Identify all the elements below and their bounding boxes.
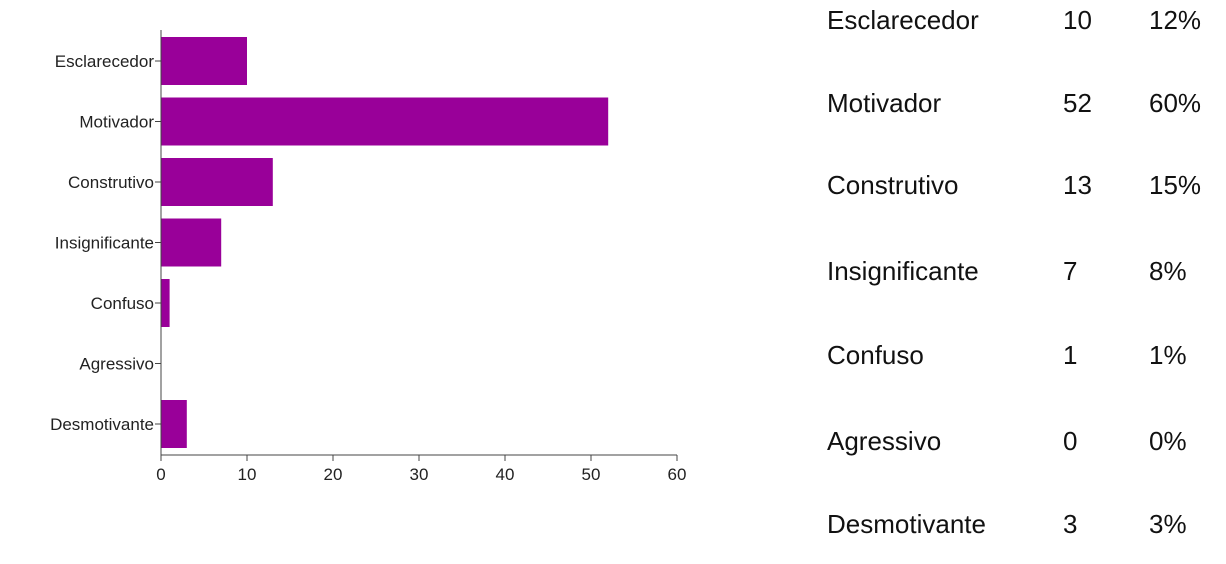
x-tick-label: 30: [410, 465, 429, 484]
bar: [161, 400, 187, 448]
category-label: Insignificante: [55, 234, 154, 253]
summary-count: 1: [1063, 335, 1077, 375]
summary-count: 13: [1063, 165, 1092, 205]
x-tick-label: 40: [496, 465, 515, 484]
bar: [161, 279, 170, 327]
bar: [161, 158, 273, 206]
x-tick-label: 0: [156, 465, 165, 484]
x-tick-label: 20: [324, 465, 343, 484]
summary-row: Desmotivante 3 3%: [827, 504, 1222, 544]
summary-label: Insignificante: [827, 251, 979, 291]
summary-row: Confuso 1 1%: [827, 335, 1222, 375]
summary-row: Insignificante 7 8%: [827, 251, 1222, 291]
category-label: Confuso: [91, 294, 154, 313]
bar: [161, 37, 247, 85]
summary-row: Construtivo 13 15%: [827, 165, 1222, 205]
summary-count: 3: [1063, 504, 1077, 544]
summary-count: 7: [1063, 251, 1077, 291]
category-label: Agressivo: [79, 355, 154, 374]
bars-layer: [161, 37, 608, 448]
x-tick-label: 50: [582, 465, 601, 484]
summary-percent: 3%: [1149, 504, 1187, 544]
summary-percent: 15%: [1149, 165, 1201, 205]
category-label: Desmotivante: [50, 415, 154, 434]
bar: [161, 98, 608, 146]
summary-label: Motivador: [827, 83, 941, 123]
summary-count: 10: [1063, 0, 1092, 40]
bar-chart: Esclarecedor Motivador Construtivo Insignif…: [0, 0, 700, 500]
summary-row: Esclarecedor 10 12%: [827, 0, 1222, 40]
summary-count: 0: [1063, 421, 1077, 461]
category-label: Motivador: [79, 113, 154, 132]
summary-label: Esclarecedor: [827, 0, 979, 40]
summary-label: Desmotivante: [827, 504, 986, 544]
summary-percent: 1%: [1149, 335, 1187, 375]
summary-percent: 12%: [1149, 0, 1201, 40]
x-tick-label: 60: [668, 465, 687, 484]
category-label: Esclarecedor: [55, 52, 155, 71]
summary-row: Motivador 52 60%: [827, 83, 1222, 123]
summary-percent: 0%: [1149, 421, 1187, 461]
summary-row: Agressivo 0 0%: [827, 421, 1222, 461]
summary-label: Confuso: [827, 335, 924, 375]
summary-label: Construtivo: [827, 165, 959, 205]
summary-count: 52: [1063, 83, 1092, 123]
category-label: Construtivo: [68, 173, 154, 192]
summary-percent: 8%: [1149, 251, 1187, 291]
x-tick-label: 10: [238, 465, 257, 484]
summary-percent: 60%: [1149, 83, 1201, 123]
summary-label: Agressivo: [827, 421, 941, 461]
bar: [161, 219, 221, 267]
